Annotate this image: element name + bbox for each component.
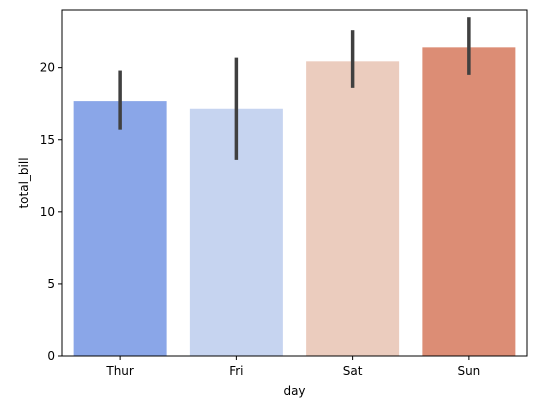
x-axis: Thur Fri Sat Sun: [105, 356, 480, 378]
bar-sun: [422, 47, 516, 356]
x-axis-label: day: [283, 384, 305, 398]
y-tick-label: 10: [40, 205, 55, 219]
x-tick-label: Fri: [229, 364, 243, 378]
y-tick-label: 15: [40, 133, 55, 147]
y-tick-label: 5: [47, 277, 55, 291]
x-tick-label: Sat: [343, 364, 363, 378]
plot-frame: [61, 9, 528, 357]
bar-thur: [73, 101, 167, 356]
y-axis-label: total_bill: [17, 157, 31, 208]
bar-sat: [306, 61, 400, 356]
y-axis: 0 5 10 15 20: [40, 61, 62, 363]
x-tick-label: Sun: [457, 364, 480, 378]
y-tick-label: 0: [47, 349, 55, 363]
y-tick-label: 20: [40, 61, 55, 75]
x-tick-label: Thur: [105, 364, 134, 378]
plot-area: [73, 17, 516, 356]
